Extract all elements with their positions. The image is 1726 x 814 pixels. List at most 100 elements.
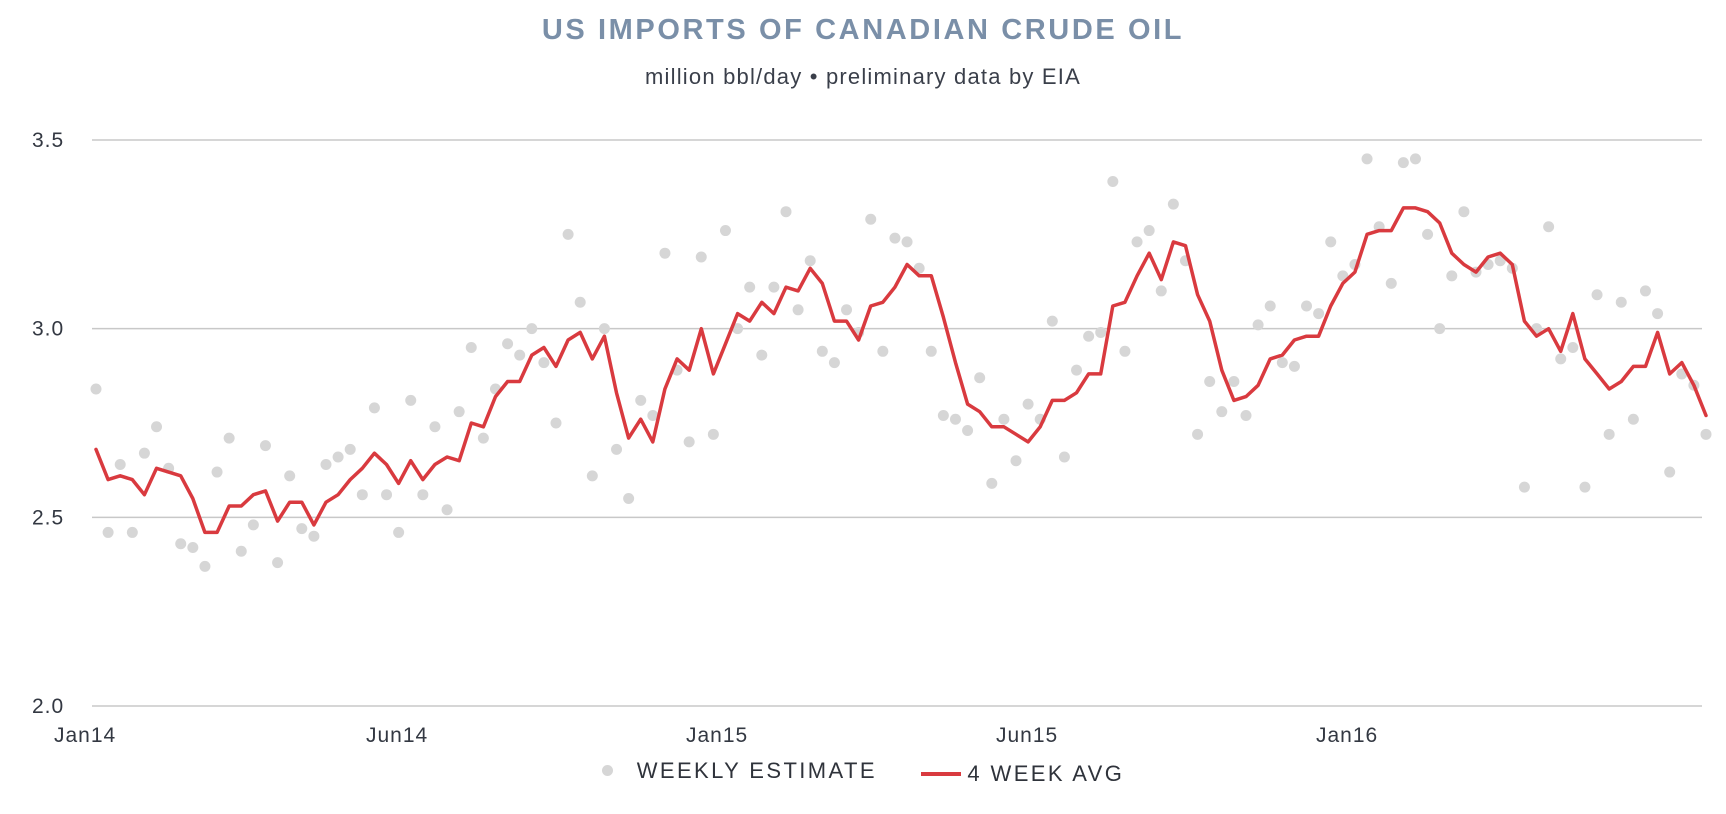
weekly-estimate-point	[126, 526, 138, 538]
weekly-estimate-point	[1409, 153, 1421, 165]
weekly-estimate-point	[1543, 221, 1555, 233]
weekly-estimate-point	[1131, 236, 1143, 248]
weekly-estimate-point	[284, 470, 296, 482]
y-tick-label: 3.0	[32, 318, 64, 341]
weekly-estimate-point	[1095, 326, 1107, 338]
weekly-estimate-point	[1192, 428, 1204, 440]
weekly-estimate-point	[1361, 153, 1373, 165]
weekly-estimate-point	[1579, 481, 1591, 493]
weekly-estimate-point	[259, 440, 271, 452]
weekly-estimate-point	[465, 342, 477, 354]
weekly-estimate-point	[1397, 157, 1409, 169]
legend-label-avg: 4 WEEK AVG	[967, 761, 1125, 786]
weekly-estimate-point	[659, 247, 671, 259]
weekly-estimate-point	[1010, 455, 1022, 467]
weekly-estimate-point	[356, 489, 368, 501]
weekly-estimate-point	[1119, 345, 1131, 357]
y-tick-label: 2.5	[32, 506, 64, 529]
four-week-avg-line	[94, 206, 1708, 535]
weekly-estimate-point	[1301, 300, 1313, 312]
weekly-estimate-point	[550, 417, 562, 429]
weekly-estimate-point	[332, 451, 344, 463]
weekly-estimate-point	[889, 232, 901, 244]
weekly-estimate-point	[538, 357, 550, 369]
weekly-estimate-point	[1058, 451, 1070, 463]
weekly-estimate-point	[1591, 289, 1603, 301]
weekly-estimate-point	[1022, 398, 1034, 410]
weekly-estimate-point	[441, 504, 453, 516]
x-tick-label: Jan14	[54, 724, 116, 747]
weekly-estimate-point	[1434, 323, 1446, 335]
y-tick-label: 3.5	[32, 129, 64, 152]
weekly-estimate-point	[368, 402, 380, 414]
weekly-estimate-point	[986, 477, 998, 489]
weekly-estimate-point	[695, 251, 707, 263]
weekly-estimate-point	[514, 349, 526, 361]
weekly-estimate-point	[937, 409, 949, 421]
weekly-estimate-point	[877, 345, 889, 357]
weekly-estimate-point	[683, 436, 695, 448]
chart-subtitle: million bbl/day • preliminary data by EI…	[645, 64, 1081, 89]
weekly-estimate-point	[138, 447, 150, 459]
weekly-estimate-point	[477, 432, 489, 444]
weekly-estimate-point	[828, 357, 840, 369]
weekly-estimate-point	[175, 538, 187, 550]
weekly-estimate-point	[1083, 330, 1095, 342]
weekly-estimate-point	[598, 323, 610, 335]
weekly-estimate-point	[707, 428, 719, 440]
weekly-estimate-point	[526, 323, 538, 335]
weekly-estimate-point	[586, 470, 598, 482]
weekly-estimate-point	[562, 228, 574, 240]
weekly-estimate-point	[756, 349, 768, 361]
weekly-estimate-point	[247, 519, 259, 531]
grid-lines	[92, 139, 1702, 707]
weekly-estimate-point	[223, 432, 235, 444]
weekly-estimate-point	[1240, 409, 1252, 421]
weekly-estimate-point	[296, 523, 308, 535]
weekly-estimate-point	[962, 425, 974, 437]
weekly-estimate-point	[1167, 198, 1179, 210]
weekly-estimate-point	[1555, 353, 1567, 365]
weekly-estimate-point	[199, 560, 211, 572]
weekly-estimate-point	[792, 304, 804, 316]
weekly-estimate-point	[417, 489, 429, 501]
weekly-estimate-point	[1276, 357, 1288, 369]
weekly-estimate-point	[1046, 315, 1058, 327]
weekly-estimate-point	[719, 225, 731, 237]
weekly-estimate-point	[1639, 285, 1651, 297]
weekly-estimate-point	[780, 206, 792, 218]
weekly-estimate-point	[1422, 228, 1434, 240]
weekly-estimate-point	[1603, 428, 1615, 440]
four-week-avg-series	[94, 206, 1708, 535]
legend-item-weekly[interactable]: WEEKLY ESTIMATE	[601, 758, 877, 784]
weekly-estimate-point	[187, 542, 199, 554]
x-tick-label: Jan15	[686, 724, 748, 747]
weekly-estimate-point	[211, 466, 223, 478]
x-tick-labels: Jan14 Jun14 Jan15 Jun15 Jan16	[54, 724, 1378, 747]
weekly-estimate-point	[744, 281, 756, 293]
legend-dot-icon	[601, 765, 613, 776]
legend-item-avg[interactable]: 4 WEEK AVG	[921, 761, 1124, 787]
weekly-estimate-point	[804, 255, 816, 267]
weekly-estimate-point	[1664, 466, 1676, 478]
weekly-estimate-point	[901, 236, 913, 248]
weekly-estimate-point	[925, 345, 937, 357]
weekly-estimate-point	[865, 213, 877, 225]
weekly-estimate-point	[1155, 285, 1167, 297]
weekly-estimate-point	[1627, 413, 1639, 425]
weekly-estimate-point	[1252, 319, 1264, 331]
x-tick-label: Jun14	[366, 724, 428, 747]
legend: WEEKLY ESTIMATE 4 WEEK AVG	[0, 756, 1726, 787]
weekly-estimate-point	[1313, 308, 1325, 320]
weekly-estimate-point	[429, 421, 441, 433]
weekly-estimate-series	[90, 153, 1712, 572]
y-tick-label: 2.0	[32, 695, 64, 718]
weekly-estimate-point	[816, 345, 828, 357]
weekly-estimate-point	[974, 372, 986, 384]
weekly-estimate-point	[623, 492, 635, 504]
weekly-estimate-point	[1228, 375, 1240, 387]
weekly-estimate-point	[1458, 206, 1470, 218]
weekly-estimate-point	[102, 526, 114, 538]
x-tick-label: Jan16	[1316, 724, 1378, 747]
